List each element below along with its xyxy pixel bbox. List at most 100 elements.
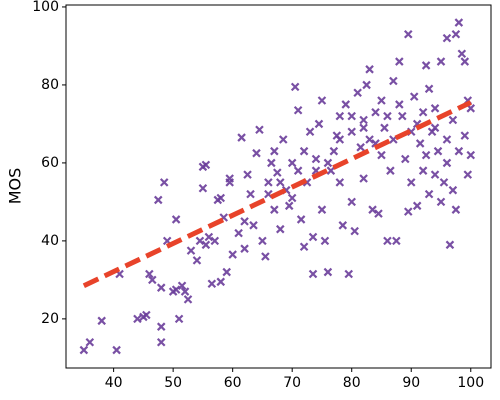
point (153, 195, 163, 205)
point (204, 232, 214, 242)
x-tick-label: 50 (164, 375, 182, 391)
point (359, 115, 368, 125)
point (207, 279, 217, 289)
point (112, 345, 121, 355)
point (451, 205, 461, 214)
point (365, 65, 374, 74)
point (371, 107, 380, 117)
point (243, 170, 252, 179)
plot-frame (65, 4, 492, 369)
point (261, 252, 270, 261)
point (148, 275, 157, 285)
point (347, 197, 356, 207)
point (308, 269, 318, 279)
point (448, 115, 458, 125)
point (401, 154, 410, 164)
point (395, 100, 404, 109)
point (249, 221, 258, 230)
point (424, 189, 434, 199)
x-tick-label: 40 (105, 375, 123, 391)
point (403, 207, 413, 216)
point (270, 146, 279, 156)
point (395, 57, 404, 66)
point (409, 92, 419, 101)
y-axis-label: MOS (6, 168, 25, 205)
point (264, 178, 273, 187)
point (377, 96, 386, 105)
point (228, 250, 237, 259)
point (201, 160, 211, 170)
point (156, 283, 166, 292)
point (463, 170, 473, 179)
point (267, 158, 276, 168)
point (216, 277, 226, 287)
point (142, 310, 151, 320)
point (186, 246, 196, 255)
point (421, 150, 431, 160)
point (192, 256, 202, 265)
point (240, 217, 249, 226)
point (222, 267, 231, 277)
point (412, 201, 422, 211)
point (344, 269, 354, 279)
y-tick-label: 80 (41, 77, 59, 93)
point (299, 146, 309, 156)
point (198, 183, 208, 193)
point (436, 57, 446, 66)
x-tick-label: 70 (283, 375, 301, 391)
point (225, 174, 234, 183)
point (216, 193, 226, 203)
point (451, 29, 461, 39)
point (442, 135, 452, 144)
point (323, 267, 333, 277)
point (278, 135, 288, 144)
point (195, 236, 205, 246)
point (284, 201, 294, 211)
point (347, 111, 356, 121)
point (436, 197, 446, 207)
point (353, 88, 362, 98)
point (335, 178, 345, 187)
point (430, 104, 440, 113)
y-tick-label: 60 (41, 155, 59, 171)
point (457, 49, 467, 59)
point (356, 143, 365, 152)
point (79, 345, 89, 355)
point (398, 111, 407, 121)
point (97, 316, 106, 326)
point (403, 29, 413, 39)
point (246, 189, 255, 199)
point (445, 240, 455, 250)
point (439, 178, 449, 187)
point (454, 146, 464, 156)
point (210, 236, 220, 246)
point (177, 281, 187, 291)
point (374, 209, 383, 218)
point (418, 107, 428, 117)
point (270, 205, 279, 214)
point (156, 322, 166, 331)
point (201, 240, 211, 250)
point (258, 236, 267, 246)
point (338, 221, 348, 230)
point (421, 61, 431, 70)
point (359, 123, 368, 133)
point (255, 125, 264, 135)
point (237, 133, 246, 142)
x-tick-label: 90 (402, 375, 420, 391)
point (133, 314, 142, 324)
point (365, 135, 374, 144)
point (448, 185, 458, 195)
point (276, 178, 285, 187)
point (466, 150, 476, 160)
point (368, 205, 377, 214)
point (290, 82, 300, 92)
point (311, 154, 321, 164)
point (392, 236, 401, 246)
point (145, 269, 154, 279)
y-tick-label: 40 (41, 233, 59, 249)
point (317, 205, 327, 214)
point (406, 178, 416, 187)
point (460, 57, 470, 66)
point (171, 285, 181, 294)
